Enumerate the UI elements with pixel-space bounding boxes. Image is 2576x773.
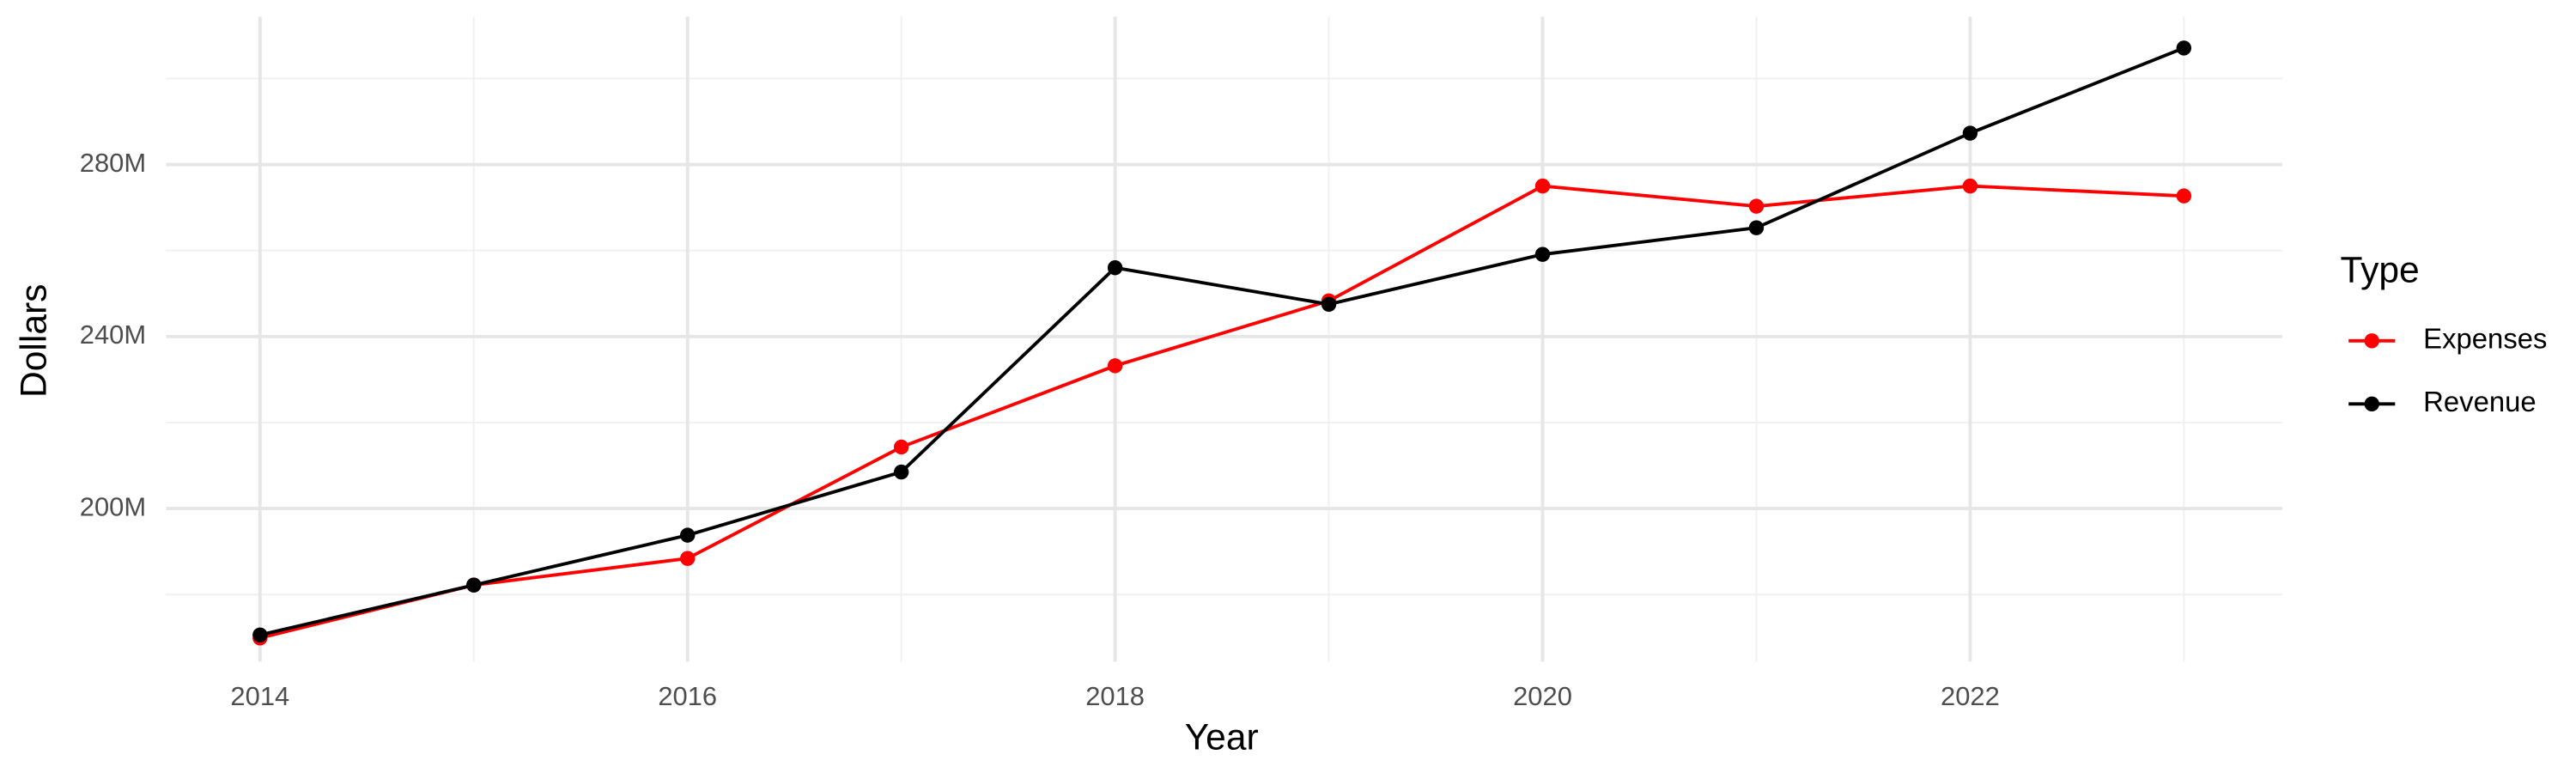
x-tick-label: 2018 xyxy=(1085,681,1145,711)
legend-label: Revenue xyxy=(2423,386,2537,417)
data-point xyxy=(2176,40,2192,56)
x-tick-label: 2022 xyxy=(1941,681,2000,711)
x-axis-title: Year xyxy=(1185,717,1259,758)
data-point xyxy=(893,439,909,455)
data-point xyxy=(1107,358,1123,374)
data-point xyxy=(2176,188,2192,204)
series-line xyxy=(259,46,2185,637)
data-point xyxy=(466,577,482,593)
x-tick-label: 2016 xyxy=(658,681,717,711)
data-point xyxy=(1107,260,1123,276)
data-point xyxy=(680,551,696,566)
data-point xyxy=(1748,198,1765,214)
data-point xyxy=(1321,296,1337,312)
data-point xyxy=(1534,178,1551,194)
marks xyxy=(252,40,2192,646)
y-axis-title: Dollars xyxy=(14,284,55,398)
y-tick-label: 240M xyxy=(80,320,146,350)
data-point xyxy=(1534,247,1551,262)
x-tick-label: 2020 xyxy=(1513,681,1572,711)
data-point xyxy=(893,464,909,480)
data-point xyxy=(680,527,696,543)
legend-label: Expenses xyxy=(2423,322,2547,354)
legend-marker xyxy=(2364,333,2379,349)
legend-title: Type xyxy=(2341,250,2420,291)
legend-marker xyxy=(2364,396,2379,412)
data-point xyxy=(1748,220,1765,235)
y-tick-label: 200M xyxy=(80,491,146,521)
series-line xyxy=(259,184,2184,640)
data-point xyxy=(252,627,268,642)
data-point xyxy=(1962,125,1978,141)
y-tick-label: 280M xyxy=(80,148,146,178)
grid xyxy=(166,16,2282,662)
data-point xyxy=(1962,178,1978,194)
x-tick-label: 2014 xyxy=(230,681,289,711)
